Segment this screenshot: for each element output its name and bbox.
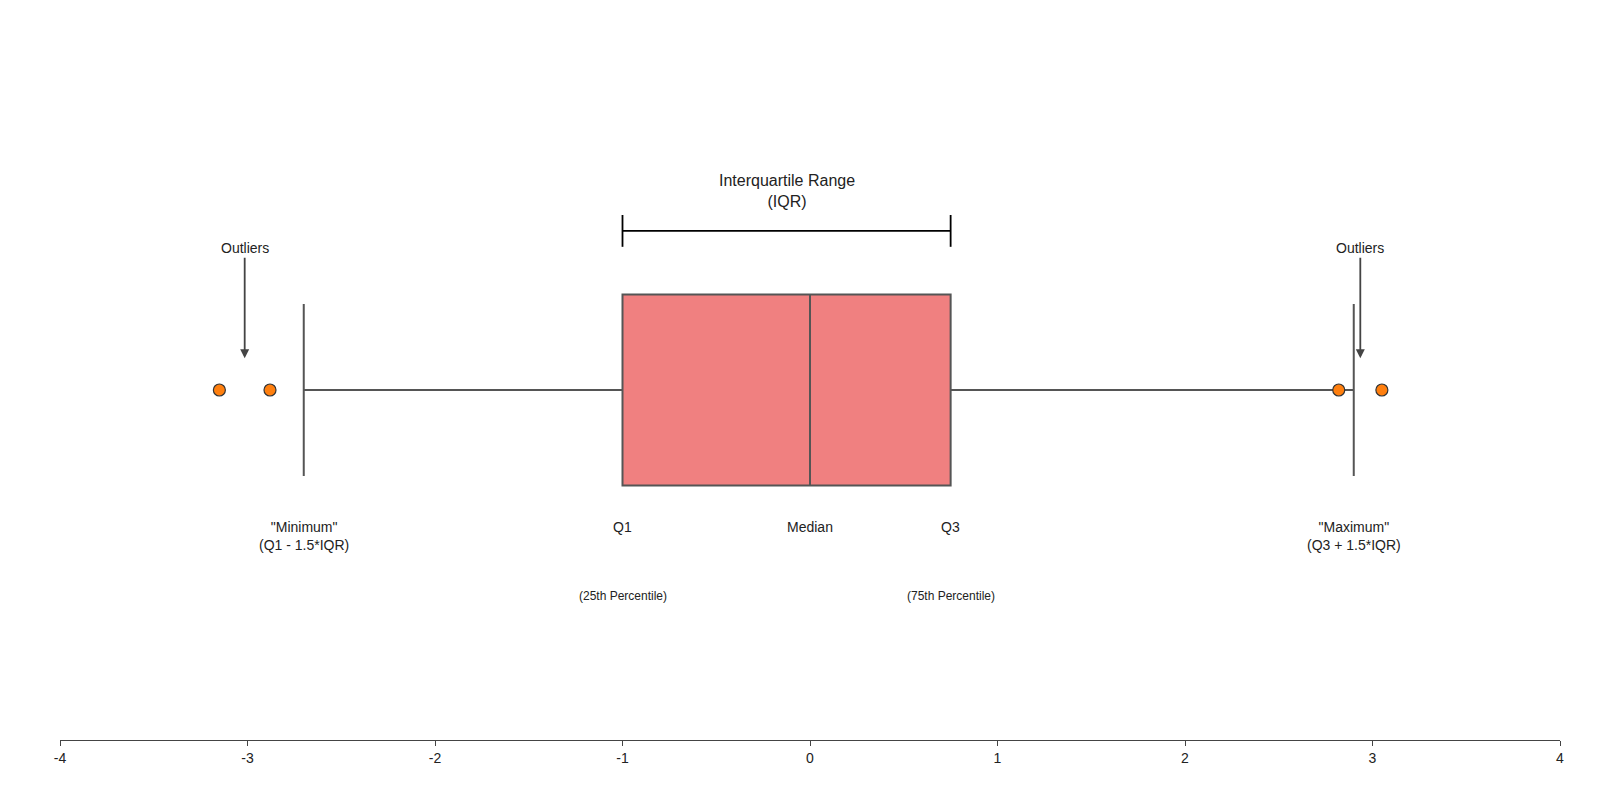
svg-text:Outliers: Outliers: [1336, 240, 1384, 256]
svg-text:(75th Percentile): (75th Percentile): [907, 589, 995, 603]
svg-text:2: 2: [1181, 750, 1189, 766]
svg-text:"Minimum"(Q1 - 1.5*IQR): "Minimum"(Q1 - 1.5*IQR): [259, 519, 349, 553]
svg-text:Q1: Q1: [613, 519, 632, 535]
svg-text:4: 4: [1556, 750, 1564, 766]
svg-text:Q3: Q3: [941, 519, 960, 535]
svg-text:1: 1: [994, 750, 1002, 766]
svg-text:-1: -1: [616, 750, 629, 766]
svg-text:0: 0: [806, 750, 814, 766]
svg-text:-4: -4: [54, 750, 67, 766]
svg-text:Median: Median: [787, 519, 833, 535]
svg-text:(25th Percentile): (25th Percentile): [579, 589, 667, 603]
svg-text:"Maximum"(Q3 + 1.5*IQR): "Maximum"(Q3 + 1.5*IQR): [1307, 519, 1401, 553]
svg-text:Outliers: Outliers: [221, 240, 269, 256]
svg-text:3: 3: [1369, 750, 1377, 766]
svg-text:Interquartile Range(IQR): Interquartile Range(IQR): [719, 172, 855, 210]
svg-text:-2: -2: [429, 750, 442, 766]
svg-text:-3: -3: [241, 750, 254, 766]
